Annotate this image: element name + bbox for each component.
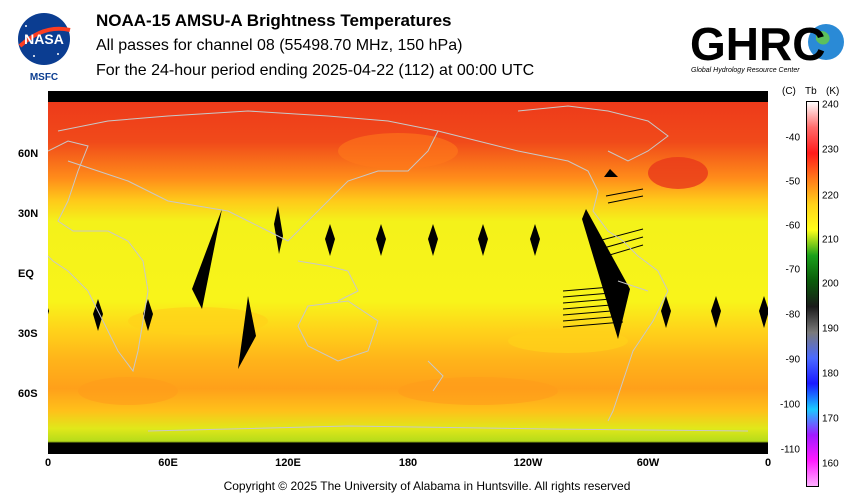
data-gap [325,224,335,256]
nasa-logo-caption: MSFC [30,72,58,83]
colorbar-kelvin-tick: 200 [822,278,839,290]
colorbar-celsius-tick: -60 [785,220,800,232]
data-gap [428,224,438,256]
colorbar-celsius-tick: -100 [779,399,800,411]
data-gap [192,209,222,309]
data-gaps [39,169,769,369]
colorbar-kelvin-tick: 230 [822,144,839,156]
warm-patch [338,133,458,169]
colorbar-celsius-tick: -50 [785,176,800,188]
lon-label-60e: 60E [158,457,178,469]
lon-label-0: 0 [44,457,52,469]
nasa-logo-text: NASA [24,31,64,47]
warm-patch [78,377,178,405]
colorbar-kelvin-tick: 220 [822,190,839,202]
data-gap [238,296,256,369]
copyright-notice: Copyright © 2025 The University of Alaba… [223,479,631,493]
data-gap [711,296,721,328]
colorbar [806,101,819,487]
data-gap [478,224,488,256]
nasa-logo: NASA MSFC [14,10,74,84]
data-gap [530,224,540,256]
lat-label-30s: 30S [18,328,38,340]
colorbar-kelvin-tick: 210 [822,234,839,246]
colorbar-kelvin-tick: 160 [822,458,839,470]
lon-label-120w: 120W [513,457,543,469]
colorbar-celsius-tick: -70 [785,264,800,276]
cool-patch [128,307,268,335]
lon-label-60w: 60W [636,457,660,469]
colorbar-kelvin-header: (K) [826,86,840,97]
swath-edge-lines [562,188,644,328]
colorbar-celsius-tick: -40 [785,132,800,144]
lat-label-30n: 30N [18,208,39,220]
data-gap [661,296,671,328]
brightness-temperature-map [39,91,769,454]
coastlines [47,105,749,432]
lon-label-180: 180 [398,457,418,469]
channel-subtitle: All passes for channel 08 (55498.70 MHz,… [96,37,463,54]
colorbar-tb-header: Tb [805,86,817,97]
colorbar-celsius-tick: -90 [785,354,800,366]
data-gap [274,206,283,254]
lon-label-120e: 120E [275,457,301,469]
colorbar-celsius-header: (C) [782,86,796,97]
colorbar-kelvin-tick: 190 [822,323,839,335]
data-gap [376,224,386,256]
cool-patch [508,329,628,353]
lat-label-60n: 60N [18,148,39,160]
page-title: NOAA-15 AMSU-A Brightness Temperatures [96,11,452,30]
data-gap [759,296,769,328]
colorbar-kelvin-tick: 170 [822,413,839,425]
colorbar-kelvin-tick: 240 [822,99,839,111]
nasa-meatball-icon: NASA MSFC [18,13,71,83]
colorbar-kelvin-tick: 180 [822,368,839,380]
warm-patch [648,157,708,189]
colorbar-celsius-tick: -80 [785,309,800,321]
ghrc-logo-text: GHRC [690,18,825,70]
colorbar-celsius-tick: -110 [780,444,800,456]
lat-label-60s: 60S [18,388,38,400]
ghrc-logo: GHRC Global Hydrology Resource Center [688,8,848,78]
ghrc-globe-icon: GHRC Global Hydrology Resource Center [690,18,844,74]
data-gap [604,169,618,177]
period-subtitle: For the 24-hour period ending 2025-04-22… [96,62,535,79]
ghrc-logo-caption: Global Hydrology Resource Center [691,67,800,74]
lat-label-eq: EQ [18,268,34,280]
data-gap [582,209,630,339]
lon-label-0-right: 0 [764,457,772,469]
warm-patch [398,377,558,405]
